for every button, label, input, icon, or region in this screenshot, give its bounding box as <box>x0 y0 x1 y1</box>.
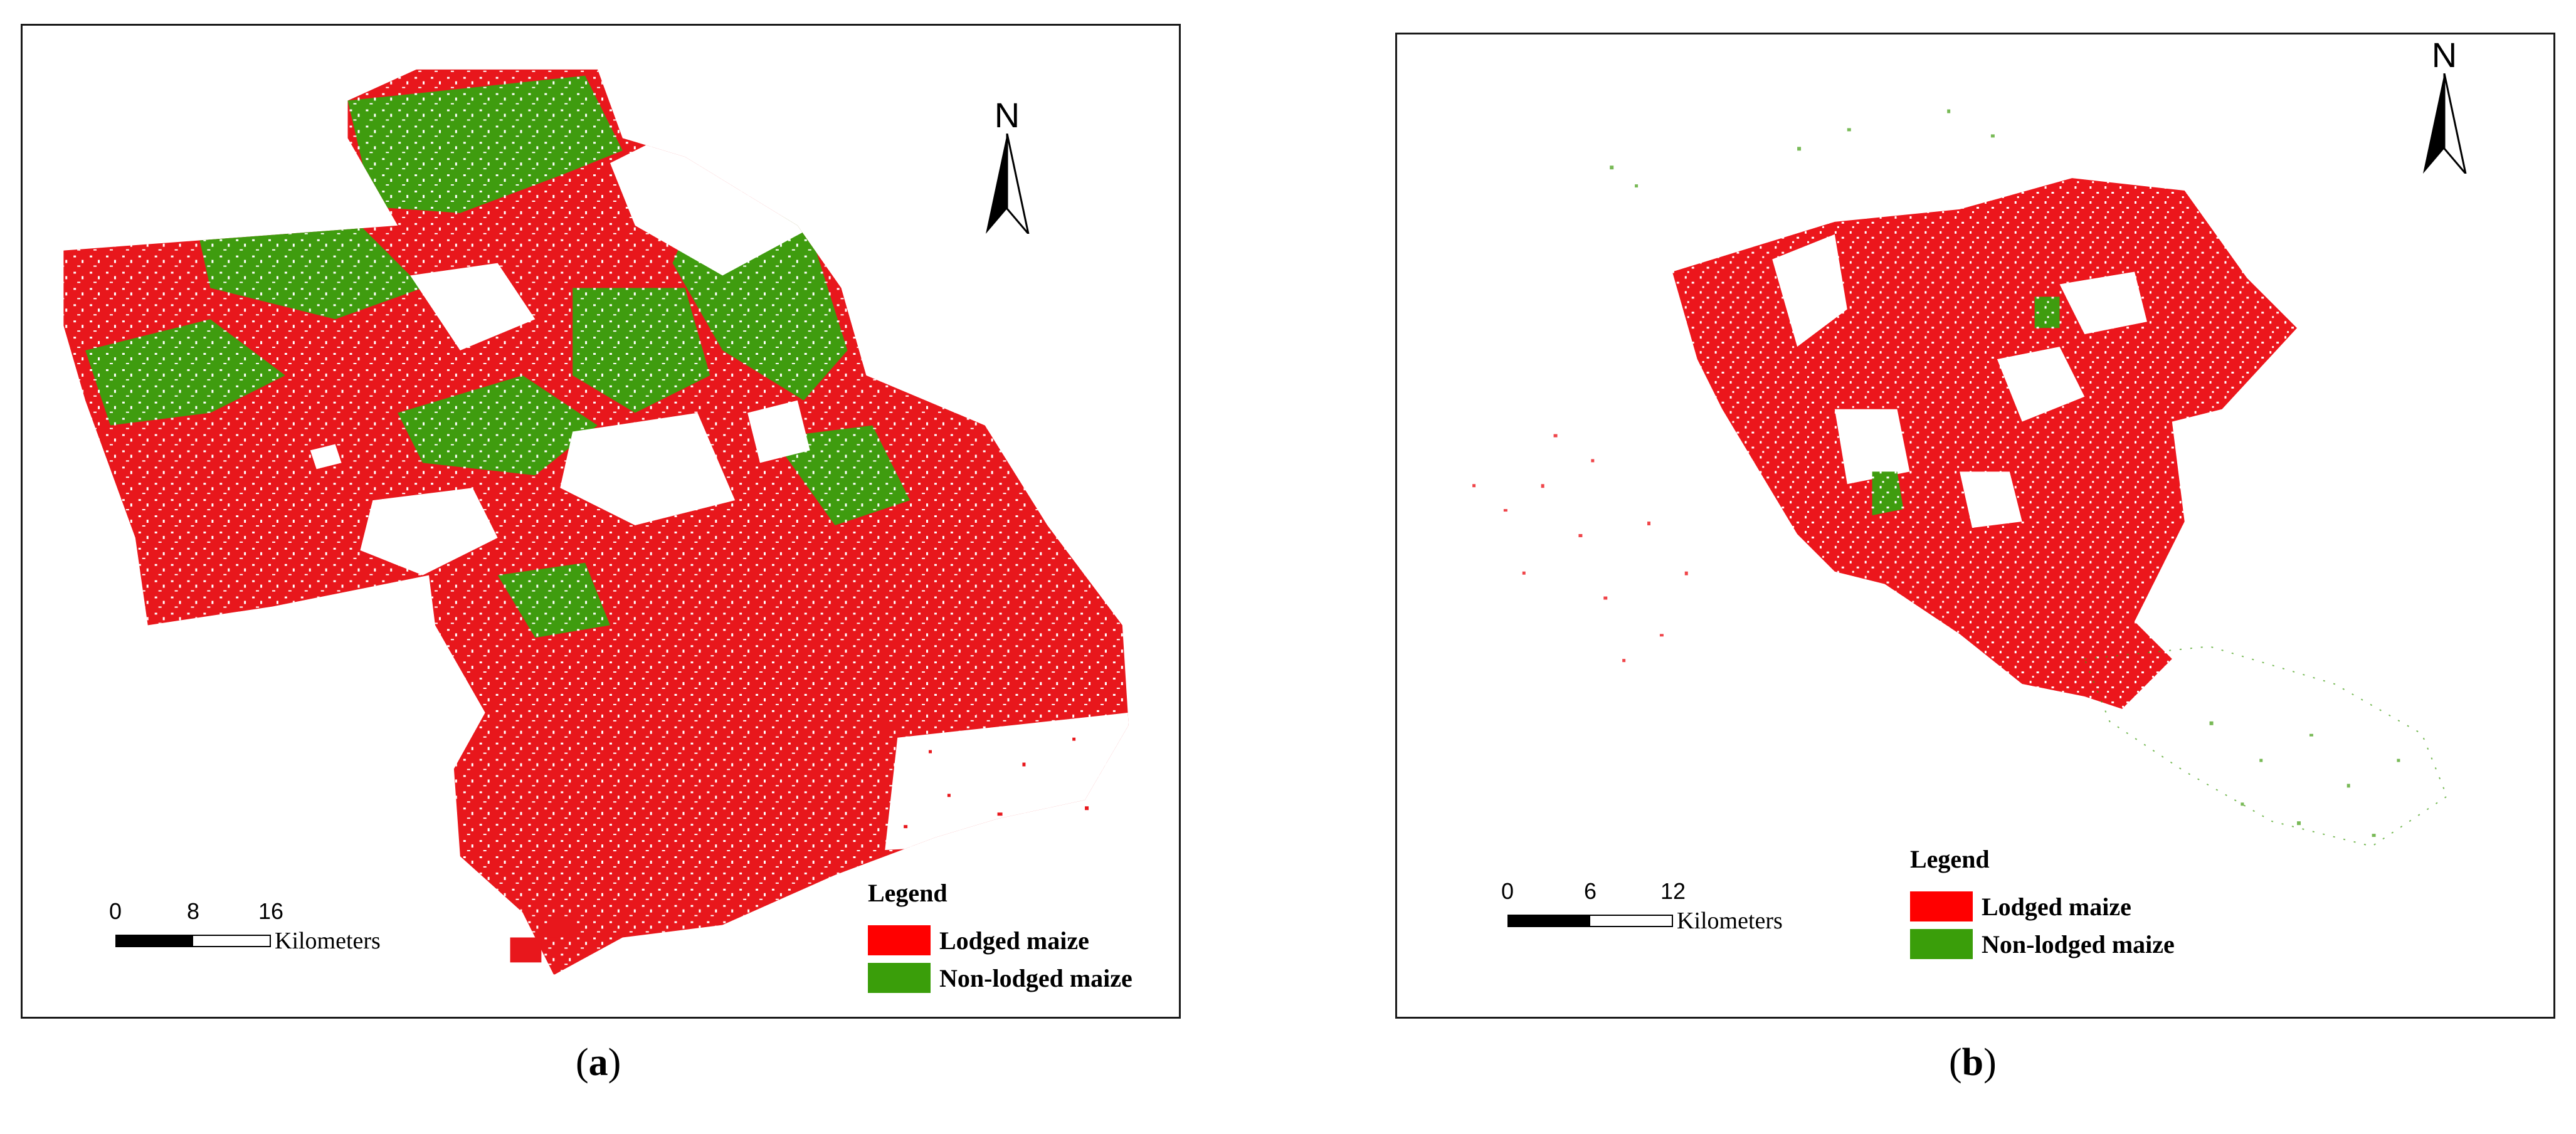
legend-swatch-lodged <box>868 925 931 955</box>
scale-tick: 0 <box>1501 878 1514 904</box>
caption-b: (b) <box>1949 1041 1997 1084</box>
map-panel-b: N Legend Lodged maize Non-lodged maize 0… <box>1395 33 2555 1019</box>
scale-bar-b: 0 6 12 Kilometers <box>1501 878 1783 935</box>
map-a <box>63 69 1129 975</box>
legend-item-lodged: Lodged maize <box>868 921 1132 959</box>
scale-tick: 12 <box>1660 878 1686 904</box>
map-a-scatter <box>510 712 1089 963</box>
legend-swatch-non-lodged <box>868 963 931 993</box>
scale-tick: 16 <box>258 898 284 924</box>
legend-title: Legend <box>1910 845 1990 873</box>
map-b-scatter-red <box>1472 434 1688 663</box>
legend-a: Legend Lodged maize Non-lodged maize <box>868 878 1132 997</box>
legend-b: Legend Lodged maize Non-lodged maize <box>1910 844 2175 963</box>
legend-swatch-lodged <box>1910 891 1973 921</box>
map-b-scatter-green <box>1610 109 2448 848</box>
scale-bar-a: 0 8 16 Kilometers <box>109 898 381 955</box>
scale-unit: Kilometers <box>275 928 381 954</box>
legend-title: Legend <box>868 879 948 907</box>
scale-bar-graphic <box>1507 915 1673 927</box>
caption-a: (a) <box>576 1041 621 1084</box>
map-b <box>1472 109 2448 848</box>
north-arrow-a: N <box>969 95 1045 239</box>
scale-bar-graphic <box>115 935 271 947</box>
legend-item-non-lodged: Non-lodged maize <box>868 959 1132 997</box>
scale-tick: 6 <box>1583 878 1597 904</box>
scale-tick: 8 <box>186 898 200 924</box>
map-b-land <box>1672 172 2298 722</box>
map-panel-a: N Legend Lodged maize Non-lodged maize 0… <box>21 24 1181 1019</box>
north-arrow-icon <box>986 134 1030 234</box>
scale-unit: Kilometers <box>1677 908 1783 934</box>
legend-item-lodged: Lodged maize <box>1910 888 2175 925</box>
scale-tick: 0 <box>108 898 122 924</box>
north-arrow-icon <box>2423 73 2467 174</box>
legend-item-non-lodged: Non-lodged maize <box>1910 925 2175 963</box>
north-arrow-b: N <box>2407 34 2482 179</box>
legend-swatch-non-lodged <box>1910 929 1973 959</box>
